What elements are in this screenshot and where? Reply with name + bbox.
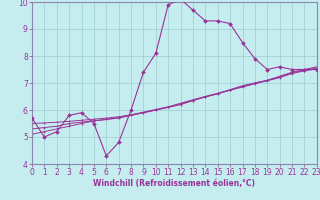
- X-axis label: Windchill (Refroidissement éolien,°C): Windchill (Refroidissement éolien,°C): [93, 179, 255, 188]
